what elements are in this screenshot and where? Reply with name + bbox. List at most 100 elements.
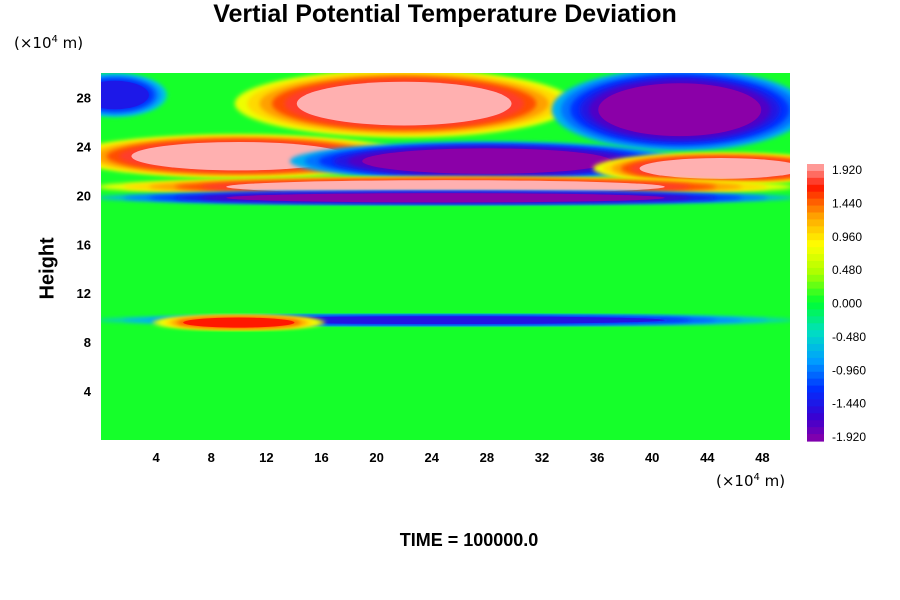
colorbar-label: -1.440 — [832, 397, 866, 411]
x-tick-label: 36 — [590, 450, 604, 465]
field-contour — [639, 158, 790, 179]
colorbar-segment — [807, 344, 824, 352]
field-contour — [183, 317, 295, 328]
colorbar-label: -0.480 — [832, 330, 866, 344]
y-tick-label: 20 — [77, 188, 91, 203]
colorbar-segment — [807, 420, 824, 428]
y-tick-label: 8 — [84, 335, 91, 350]
y-unit-exp: 4 — [51, 34, 58, 45]
colorbar-segment — [807, 164, 824, 172]
colorbar-segment — [807, 295, 824, 304]
colorbar-segment — [807, 399, 824, 407]
x-tick-label: 40 — [645, 450, 659, 465]
colorbar-segment — [807, 364, 824, 373]
colorbar-segment — [807, 378, 824, 387]
colorbar-segment — [807, 371, 824, 380]
colorbar-segment — [807, 212, 824, 220]
colorbar-segment — [807, 337, 824, 345]
x-tick-label: 28 — [480, 450, 494, 465]
field-contour — [226, 180, 665, 194]
field-contour — [226, 316, 665, 325]
colorbar-segment — [807, 247, 824, 255]
colorbar-segment — [807, 434, 824, 442]
colorbar-segment — [807, 184, 824, 193]
x-tick-label: 24 — [424, 450, 439, 465]
field-feature — [101, 177, 790, 197]
x-tick-label: 4 — [153, 450, 161, 465]
colorbar-segment — [807, 406, 824, 414]
colorbar-segment — [807, 413, 824, 421]
colorbar-segment — [807, 330, 824, 338]
x-tick-label: 12 — [259, 450, 273, 465]
y-unit-prefix: (×10 — [14, 34, 52, 52]
colorbar-segment — [807, 281, 824, 290]
field-feature — [152, 315, 326, 330]
colorbar-segment — [807, 350, 824, 359]
colorbar-segment — [807, 191, 824, 200]
x-tick-label: 48 — [755, 450, 769, 465]
time-label: TIME = 100000.0 — [399, 530, 539, 550]
y-tick-labels: 4 8 12 16 20 24 28 — [77, 90, 92, 399]
colorbar-segment — [807, 288, 824, 297]
colorbar-label: 1.920 — [832, 163, 862, 177]
colorbar-segment — [807, 309, 824, 317]
colorbar-segment — [807, 240, 824, 248]
x-tick-label: 20 — [369, 450, 383, 465]
y-unit-suffix: m) — [57, 34, 84, 52]
colorbar-label: 0.960 — [832, 230, 862, 244]
colorbar-segment — [807, 392, 824, 401]
colorbar-label: 0.000 — [832, 297, 862, 311]
y-tick-label: 16 — [77, 237, 91, 252]
colorbar-segment — [807, 260, 824, 269]
colorbar-label: -1.920 — [832, 430, 866, 444]
colorbar-segment — [807, 357, 824, 366]
colorbar-segment — [807, 323, 824, 331]
colorbar-segment — [807, 233, 824, 241]
x-tick-label: 32 — [535, 450, 549, 465]
colorbar-segment — [807, 274, 824, 283]
colorbar-segment — [807, 226, 824, 234]
y-tick-label: 4 — [84, 384, 92, 399]
colorbar-segment — [807, 198, 824, 207]
y-tick-label: 24 — [77, 139, 92, 154]
field-contour — [226, 193, 665, 203]
x-tick-label: 8 — [208, 450, 215, 465]
x-tick-labels: 4 8 12 16 20 24 28 32 36 40 44 48 — [153, 450, 770, 465]
y-tick-label: 28 — [77, 90, 91, 105]
colorbar-segment — [807, 316, 824, 324]
field-contour — [296, 81, 512, 126]
y-axis-unit: (×104 m) — [14, 34, 83, 52]
x-unit-prefix: (×10 — [716, 472, 754, 490]
colorbar-segment — [807, 267, 824, 276]
y-tick-label: 12 — [77, 286, 91, 301]
x-unit-exp: 4 — [753, 472, 760, 483]
field-feature — [593, 152, 790, 184]
colorbar-segment — [807, 205, 824, 214]
x-axis-unit: (×104 m) — [716, 472, 785, 490]
field-contour — [101, 80, 149, 110]
colorbar-label: 0.480 — [832, 263, 862, 277]
colorbar-segment — [807, 177, 824, 186]
x-unit-suffix: m) — [759, 472, 786, 490]
field-feature — [101, 73, 167, 117]
colorbar-segment — [807, 302, 824, 311]
field-feature — [551, 73, 790, 151]
chart-title: Vertial Potential Temperature Deviation — [213, 0, 677, 28]
field-contour — [362, 148, 612, 174]
field-feature — [289, 141, 684, 181]
field-feature — [234, 73, 574, 138]
colorbar-label: -0.960 — [832, 363, 866, 377]
colorbar-segment — [807, 385, 824, 394]
x-tick-label: 16 — [314, 450, 328, 465]
field-contour — [598, 83, 762, 137]
colorbar-segment — [807, 170, 824, 179]
colorbar: 1.920 1.440 0.960 0.480 0.000 -0.480 -0.960 -1.… — [807, 163, 866, 444]
field-feature — [101, 191, 790, 205]
x-tick-label: 44 — [700, 450, 715, 465]
colorbar-segment — [807, 427, 824, 435]
colorbar-segment — [807, 219, 824, 227]
plot-area — [101, 73, 790, 440]
colorbar-segment — [807, 254, 824, 262]
colorbar-label: 1.440 — [832, 196, 862, 210]
